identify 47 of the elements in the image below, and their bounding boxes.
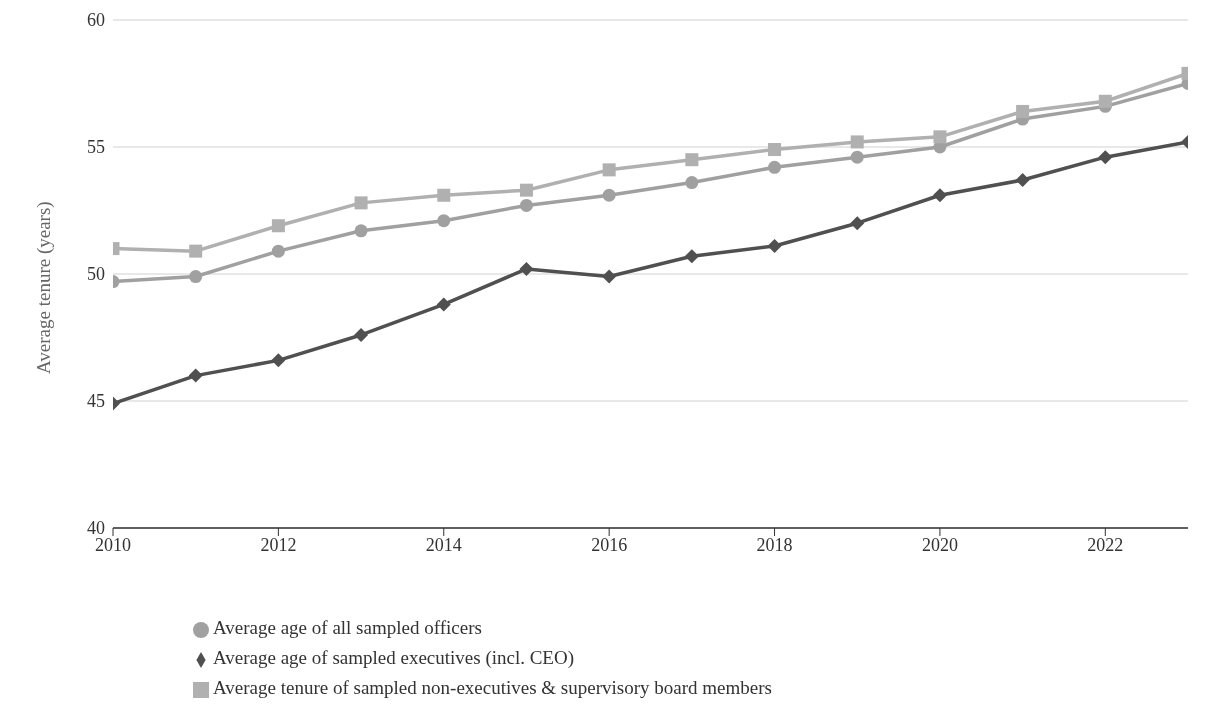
point	[602, 188, 616, 202]
point	[850, 135, 864, 149]
point	[519, 261, 534, 276]
legend-label: Average tenure of sampled non-executives & supervisory board members	[213, 677, 772, 698]
y-tick-label: 60	[87, 10, 105, 31]
point	[1015, 173, 1030, 188]
y-axis-title: Average tenure (years)	[32, 201, 55, 374]
point	[271, 244, 285, 258]
point	[354, 224, 368, 238]
legend-label: Average age of all sampled officers	[213, 617, 482, 638]
point	[189, 270, 203, 284]
x-tick-label: 2022	[1087, 534, 1124, 555]
point	[519, 198, 533, 212]
point	[354, 196, 368, 210]
point	[1098, 94, 1112, 108]
point	[1016, 104, 1030, 118]
point	[932, 188, 947, 203]
point	[768, 160, 782, 174]
point	[271, 353, 286, 368]
point	[188, 368, 203, 383]
y-tick-label: 45	[87, 391, 105, 412]
x-tick-label: 2018	[756, 534, 793, 555]
point	[684, 249, 699, 264]
legend-label: Average age of sampled executives (incl. CEO)	[213, 647, 575, 668]
point	[354, 327, 369, 342]
point	[602, 269, 617, 284]
point	[933, 130, 947, 144]
point	[437, 188, 451, 202]
point	[1098, 150, 1113, 165]
point	[850, 216, 865, 231]
point	[189, 244, 203, 258]
point	[767, 239, 782, 254]
y-tick-label: 50	[87, 264, 105, 285]
point	[519, 183, 533, 197]
point	[602, 163, 616, 177]
x-tick-label: 2014	[425, 534, 462, 555]
point	[685, 153, 699, 167]
point	[850, 150, 864, 164]
point	[768, 143, 782, 157]
y-tick-label: 55	[87, 137, 105, 158]
point	[437, 214, 451, 228]
x-tick-label: 2020	[921, 534, 958, 555]
point	[685, 176, 699, 190]
point	[271, 219, 285, 233]
x-tick-label: 2016	[591, 534, 628, 555]
x-tick-label: 2012	[260, 534, 297, 555]
point	[436, 297, 451, 312]
